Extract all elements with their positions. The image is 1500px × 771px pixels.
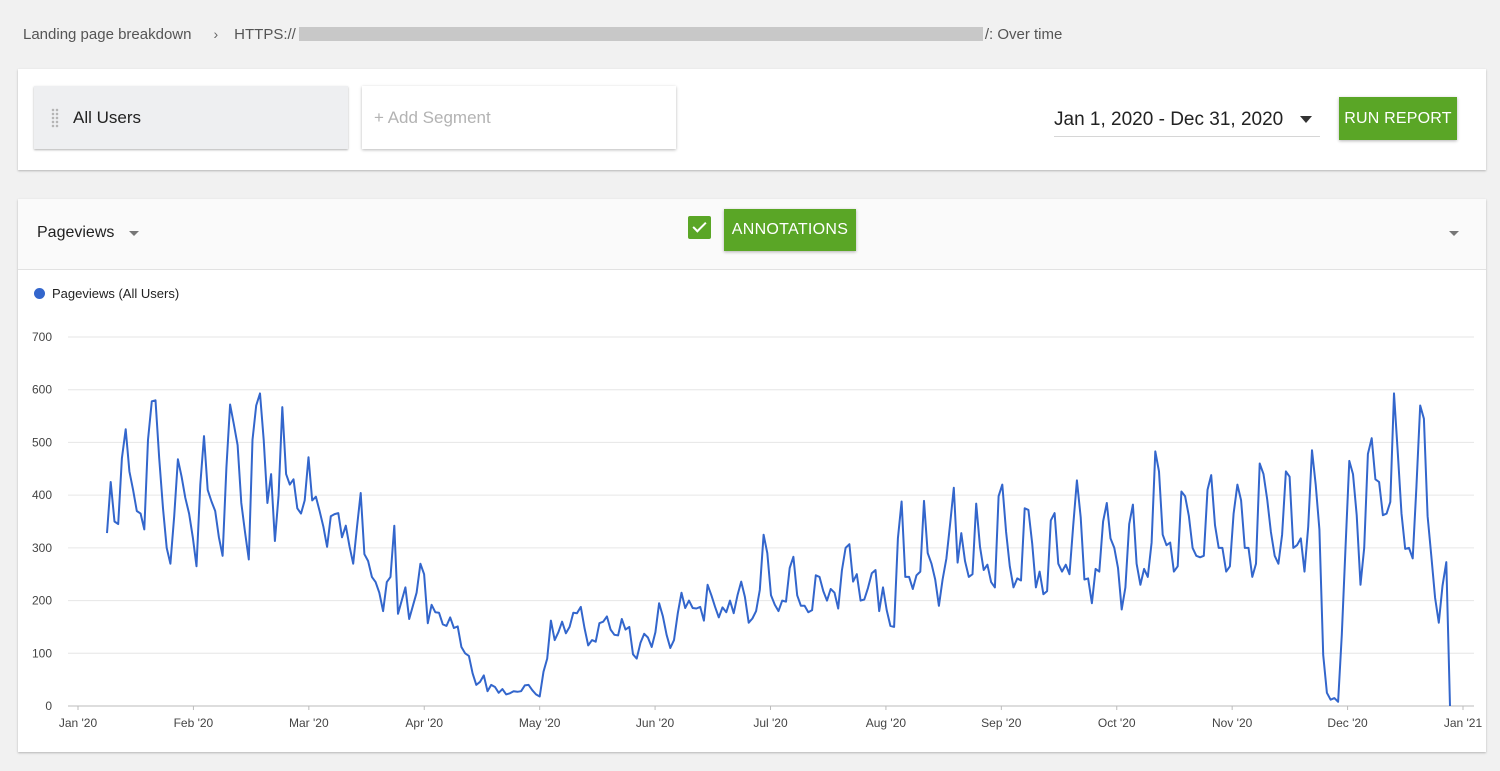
x-tick-label: Jan '20 [59,716,98,730]
y-tick-label: 500 [32,435,52,449]
x-tick-label: Nov '20 [1212,716,1253,730]
x-tick-label: Aug '20 [866,716,907,730]
x-tick-label: Apr '20 [405,716,443,730]
caret-down-icon [129,230,140,236]
y-tick-label: 300 [32,541,52,555]
y-tick-label: 600 [32,383,52,397]
segment-label: All Users [73,107,142,127]
breadcrumb-root-link[interactable]: Landing page breakdown [23,25,192,43]
x-tick-label: Sep '20 [981,716,1022,730]
x-tick-label: Jul '20 [753,716,788,730]
x-tick-label: Jun '20 [636,716,675,730]
series-line-pageviews [106,392,1451,707]
breadcrumb: Landing page breakdown › HTTPS:// /: Ove… [23,24,1062,44]
segment-toolbar: All Users + Add Segment Jan 1, 2020 - De… [18,69,1486,170]
segment-chip-all-users[interactable]: All Users [34,86,348,149]
legend-label: Pageviews (All Users) [52,286,180,301]
x-tick-label: Jan '21 [1444,716,1483,730]
legend-dot-icon [34,288,45,299]
chart-card: Pageviews ANNOTATIONS Pageviews (All Use… [18,199,1486,752]
breadcrumb-suffix: /: Over time [984,25,1063,43]
annotations-checkbox[interactable] [688,216,711,239]
run-report-button[interactable]: RUN REPORT [1339,97,1457,140]
pageviews-line-chart: 0 100 200 300 400 500 600 700 Jan '20 Feb '20 Mar … [32,330,1483,730]
chart-header: Pageviews ANNOTATIONS [18,199,1486,270]
x-tick-label: May '20 [519,716,561,730]
chart-options-caret-icon[interactable] [1449,231,1459,236]
y-tick-label: 400 [32,488,52,502]
y-tick-label: 100 [32,646,52,660]
date-range-picker[interactable]: Jan 1, 2020 - Dec 31, 2020 [1054,103,1320,137]
metric-label: Pageviews [37,224,115,241]
x-tick-label: Mar '20 [289,716,329,730]
breadcrumb-url-prefix: HTTPS:// [234,25,296,43]
y-tick-label: 0 [45,699,52,713]
annotations-button[interactable]: ANNOTATIONS [724,209,856,251]
y-tick-label: 200 [32,594,52,608]
redacted-url-block [298,27,983,41]
x-tick-label: Feb '20 [174,716,214,730]
metric-dropdown[interactable]: Pageviews [37,224,140,242]
x-tick-label: Oct '20 [1098,716,1136,730]
add-segment-button[interactable]: + Add Segment [362,86,676,149]
drag-handle-icon[interactable] [51,107,59,128]
date-range-value: Jan 1, 2020 - Dec 31, 2020 [1054,108,1284,130]
x-tick-label: Dec '20 [1327,716,1368,730]
y-tick-label: 700 [32,330,52,344]
chevron-right-icon: › [213,26,219,42]
caret-down-icon [1300,116,1312,123]
chart-legend: Pageviews (All Users) [34,286,179,301]
